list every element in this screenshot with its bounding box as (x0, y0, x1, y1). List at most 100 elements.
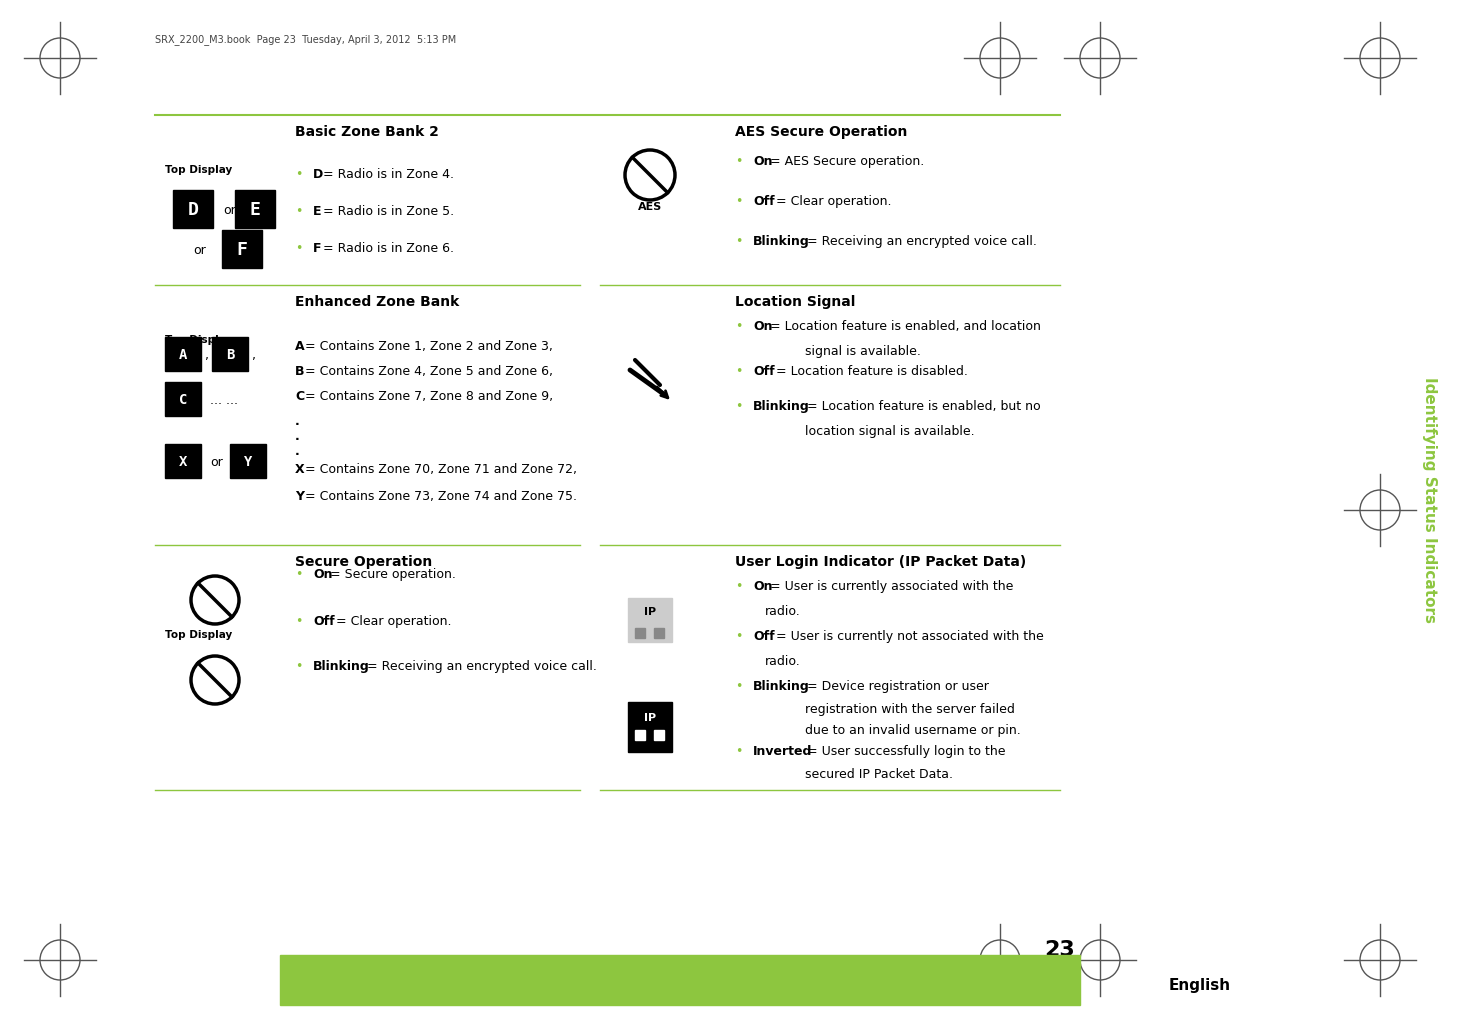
Text: registration with the server failed: registration with the server failed (806, 703, 1015, 716)
Text: •: • (735, 400, 743, 413)
Text: Location Signal: Location Signal (735, 295, 855, 309)
Text: = Radio is in Zone 6.: = Radio is in Zone 6. (319, 242, 455, 255)
Text: •: • (735, 745, 743, 758)
Text: ,: , (205, 348, 209, 362)
Text: •: • (295, 568, 303, 581)
Text: Top Display: Top Display (165, 165, 232, 175)
Bar (235, 190, 275, 228)
Text: SRX_2200_M3.book  Page 23  Tuesday, April 3, 2012  5:13 PM: SRX_2200_M3.book Page 23 Tuesday, April … (155, 34, 456, 46)
Text: B: B (225, 348, 234, 362)
Text: •: • (735, 580, 743, 593)
Text: Y: Y (295, 490, 304, 503)
Text: = User is currently associated with the: = User is currently associated with the (766, 580, 1013, 593)
Text: C: C (178, 393, 187, 407)
Text: = Clear operation.: = Clear operation. (332, 615, 452, 628)
Text: = Radio is in Zone 5.: = Radio is in Zone 5. (319, 205, 455, 218)
Text: due to an invalid username or pin.: due to an invalid username or pin. (806, 724, 1020, 737)
Text: = Contains Zone 7, Zone 8 and Zone 9,: = Contains Zone 7, Zone 8 and Zone 9, (301, 390, 554, 403)
Text: Blinking: Blinking (753, 235, 810, 248)
Text: = Device registration or user: = Device registration or user (804, 680, 990, 693)
Text: •: • (295, 205, 303, 218)
Text: = Location feature is enabled, and location: = Location feature is enabled, and locat… (766, 320, 1041, 333)
Text: Blinking: Blinking (753, 680, 810, 693)
Text: location signal is available.: location signal is available. (806, 425, 975, 438)
Bar (654, 628, 664, 638)
Text: •: • (295, 168, 303, 181)
Text: = Location feature is enabled, but no: = Location feature is enabled, but no (804, 400, 1041, 413)
Text: = Secure operation.: = Secure operation. (326, 568, 456, 581)
Text: On: On (753, 320, 772, 333)
Text: D: D (187, 201, 199, 219)
Text: F: F (313, 242, 322, 255)
Bar (165, 337, 200, 371)
Text: = Contains Zone 4, Zone 5 and Zone 6,: = Contains Zone 4, Zone 5 and Zone 6, (301, 365, 553, 378)
Text: or: or (193, 243, 206, 256)
Text: •: • (735, 155, 743, 168)
Text: X: X (295, 463, 304, 476)
Text: ... ...: ... ... (211, 393, 238, 406)
Text: A: A (295, 340, 304, 353)
Text: or: or (224, 204, 235, 217)
Text: Enhanced Zone Bank: Enhanced Zone Bank (295, 295, 459, 309)
Text: User Login Indicator (IP Packet Data): User Login Indicator (IP Packet Data) (735, 555, 1026, 569)
Text: Top Display: Top Display (165, 630, 232, 640)
Text: Off: Off (753, 365, 775, 378)
Text: E: E (250, 201, 260, 219)
Text: X: X (178, 455, 187, 469)
Text: AES Secure Operation: AES Secure Operation (735, 125, 908, 139)
Bar (654, 730, 664, 741)
Text: •: • (735, 630, 743, 643)
Text: Secure Operation: Secure Operation (295, 555, 433, 569)
Text: Blinking: Blinking (753, 400, 810, 413)
Bar (629, 702, 673, 752)
Text: Identifying Status Indicators: Identifying Status Indicators (1423, 377, 1437, 623)
Text: •: • (735, 320, 743, 333)
Text: = Receiving an encrypted voice call.: = Receiving an encrypted voice call. (804, 235, 1037, 248)
Bar (629, 598, 673, 642)
Text: Top Display: Top Display (165, 335, 232, 345)
Text: = Radio is in Zone 4.: = Radio is in Zone 4. (319, 168, 455, 181)
Text: = Clear operation.: = Clear operation. (772, 194, 892, 208)
Text: = Contains Zone 1, Zone 2 and Zone 3,: = Contains Zone 1, Zone 2 and Zone 3, (301, 340, 553, 353)
Text: Blinking: Blinking (313, 660, 370, 673)
Text: Off: Off (753, 630, 775, 643)
Text: B: B (295, 365, 304, 378)
Text: ,: , (251, 348, 256, 362)
Text: English: English (1170, 978, 1231, 993)
Text: .: . (295, 415, 300, 428)
Text: .: . (295, 430, 300, 443)
Text: IP: IP (643, 607, 656, 617)
Text: AES: AES (637, 202, 662, 212)
Text: = Location feature is disabled.: = Location feature is disabled. (772, 365, 968, 378)
Bar (635, 628, 645, 638)
Text: A: A (178, 348, 187, 362)
Text: •: • (735, 194, 743, 208)
Text: C: C (295, 390, 304, 403)
Text: .: . (295, 445, 300, 458)
Text: E: E (313, 205, 322, 218)
Text: •: • (735, 680, 743, 693)
Text: D: D (313, 168, 323, 181)
Text: Inverted: Inverted (753, 745, 813, 758)
Text: = User successfully login to the: = User successfully login to the (804, 745, 1006, 758)
Text: radio.: radio. (765, 605, 801, 618)
Bar (281, 955, 1080, 1005)
Text: On: On (313, 568, 332, 581)
Text: •: • (295, 660, 303, 673)
Bar (165, 382, 200, 416)
Bar (230, 444, 266, 478)
Bar (212, 337, 249, 371)
Text: •: • (295, 242, 303, 255)
Text: = Contains Zone 70, Zone 71 and Zone 72,: = Contains Zone 70, Zone 71 and Zone 72, (301, 463, 577, 476)
Text: IP: IP (643, 713, 656, 723)
Text: F: F (237, 241, 247, 259)
Text: Off: Off (313, 615, 335, 628)
Text: radio.: radio. (765, 655, 801, 668)
Text: = Receiving an encrypted voice call.: = Receiving an encrypted voice call. (364, 660, 598, 673)
Text: Off: Off (753, 194, 775, 208)
Text: or: or (211, 456, 222, 468)
Text: signal is available.: signal is available. (806, 345, 921, 358)
Bar (635, 730, 645, 741)
Text: •: • (295, 615, 303, 628)
Text: •: • (735, 235, 743, 248)
